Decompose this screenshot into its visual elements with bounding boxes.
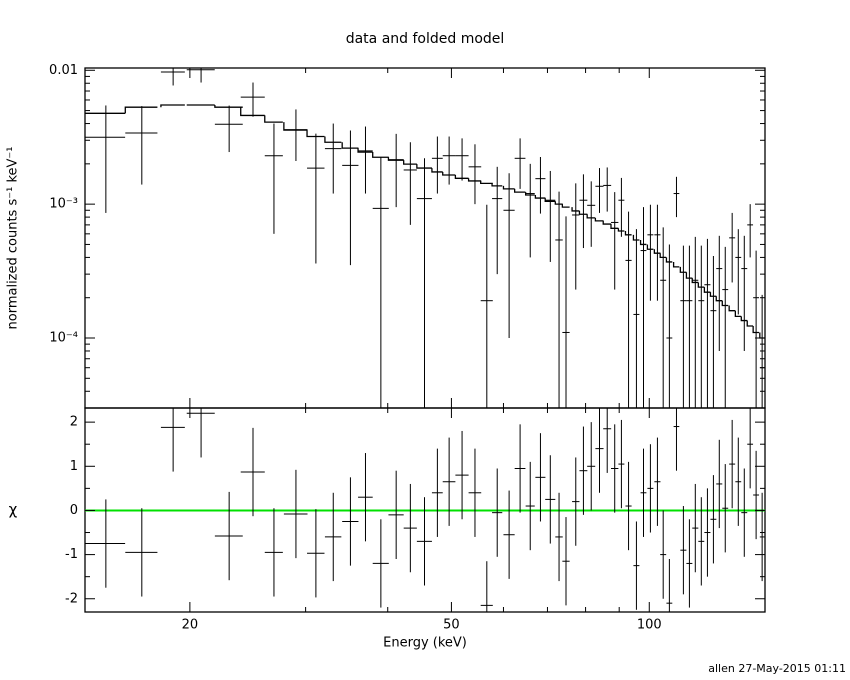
y-tick-label: 0.01 bbox=[49, 63, 78, 78]
model-step bbox=[639, 239, 647, 246]
model-step bbox=[632, 234, 640, 241]
y-tick-label: 10⁻⁴ bbox=[49, 331, 78, 346]
model-step bbox=[324, 136, 342, 143]
model-step bbox=[721, 300, 729, 307]
model-step bbox=[124, 106, 158, 114]
residual-axis-label: χ bbox=[9, 501, 18, 519]
model-step bbox=[454, 175, 469, 179]
model-step bbox=[160, 104, 185, 108]
model-step bbox=[586, 214, 596, 219]
model-step bbox=[703, 287, 711, 293]
x-tick-label: 50 bbox=[443, 618, 460, 633]
model-step bbox=[431, 168, 443, 173]
y-tick-label: 2 bbox=[70, 415, 78, 430]
model-step bbox=[403, 160, 417, 165]
model-step bbox=[387, 157, 404, 161]
residual-plot bbox=[85, 408, 765, 612]
model-step bbox=[617, 228, 625, 232]
model-step bbox=[672, 261, 680, 268]
y-axis-label: normalized counts s⁻¹ keV⁻¹ bbox=[6, 147, 21, 330]
y-tick-label: 10⁻³ bbox=[49, 197, 78, 212]
model-step bbox=[534, 195, 546, 199]
model-step bbox=[646, 244, 654, 250]
model-step bbox=[341, 142, 359, 149]
model-step bbox=[697, 282, 705, 288]
model-step bbox=[679, 266, 687, 273]
y-tick-label: -2 bbox=[65, 591, 78, 606]
model-step bbox=[514, 188, 526, 193]
top-plot bbox=[85, 68, 765, 408]
model-step bbox=[709, 292, 717, 297]
model-step bbox=[524, 192, 535, 196]
model-step bbox=[715, 296, 723, 302]
model-step bbox=[502, 185, 515, 190]
model-step bbox=[306, 130, 325, 138]
model-step bbox=[610, 224, 619, 229]
model-step bbox=[214, 105, 243, 108]
model-step bbox=[665, 257, 673, 263]
model-step bbox=[602, 220, 612, 225]
model-step bbox=[372, 152, 389, 158]
model-step bbox=[561, 204, 570, 208]
footer: allen 27-May-2015 01:11 bbox=[708, 662, 846, 675]
model-step bbox=[467, 178, 482, 182]
y-tick-label: 0 bbox=[70, 503, 78, 518]
model-step bbox=[357, 148, 373, 153]
model-step bbox=[544, 198, 556, 202]
model-step bbox=[752, 325, 760, 334]
model-step bbox=[416, 164, 432, 169]
y-tick-label: 1 bbox=[70, 459, 78, 474]
model-step bbox=[264, 115, 283, 123]
model-step bbox=[624, 231, 632, 236]
model-step bbox=[653, 249, 661, 254]
model-step bbox=[740, 316, 748, 322]
model-step bbox=[734, 310, 742, 318]
chart-title: data and folded model bbox=[346, 31, 505, 47]
x-axis-label: Energy (keV) bbox=[383, 636, 467, 651]
model-step bbox=[554, 201, 563, 205]
model-step bbox=[571, 207, 580, 212]
x-tick-label: 100 bbox=[637, 618, 662, 633]
model-step bbox=[491, 183, 503, 187]
model-step bbox=[685, 272, 693, 279]
model-step bbox=[442, 171, 456, 176]
y-tick-label: -1 bbox=[65, 547, 78, 562]
x-tick-label: 20 bbox=[182, 618, 199, 633]
model-step bbox=[240, 107, 265, 117]
model-step bbox=[746, 320, 754, 327]
model-step bbox=[659, 253, 667, 259]
model-step bbox=[691, 278, 699, 284]
model-step bbox=[728, 305, 736, 312]
model-step bbox=[578, 210, 588, 215]
model-step bbox=[594, 217, 604, 222]
model-step bbox=[480, 180, 493, 184]
